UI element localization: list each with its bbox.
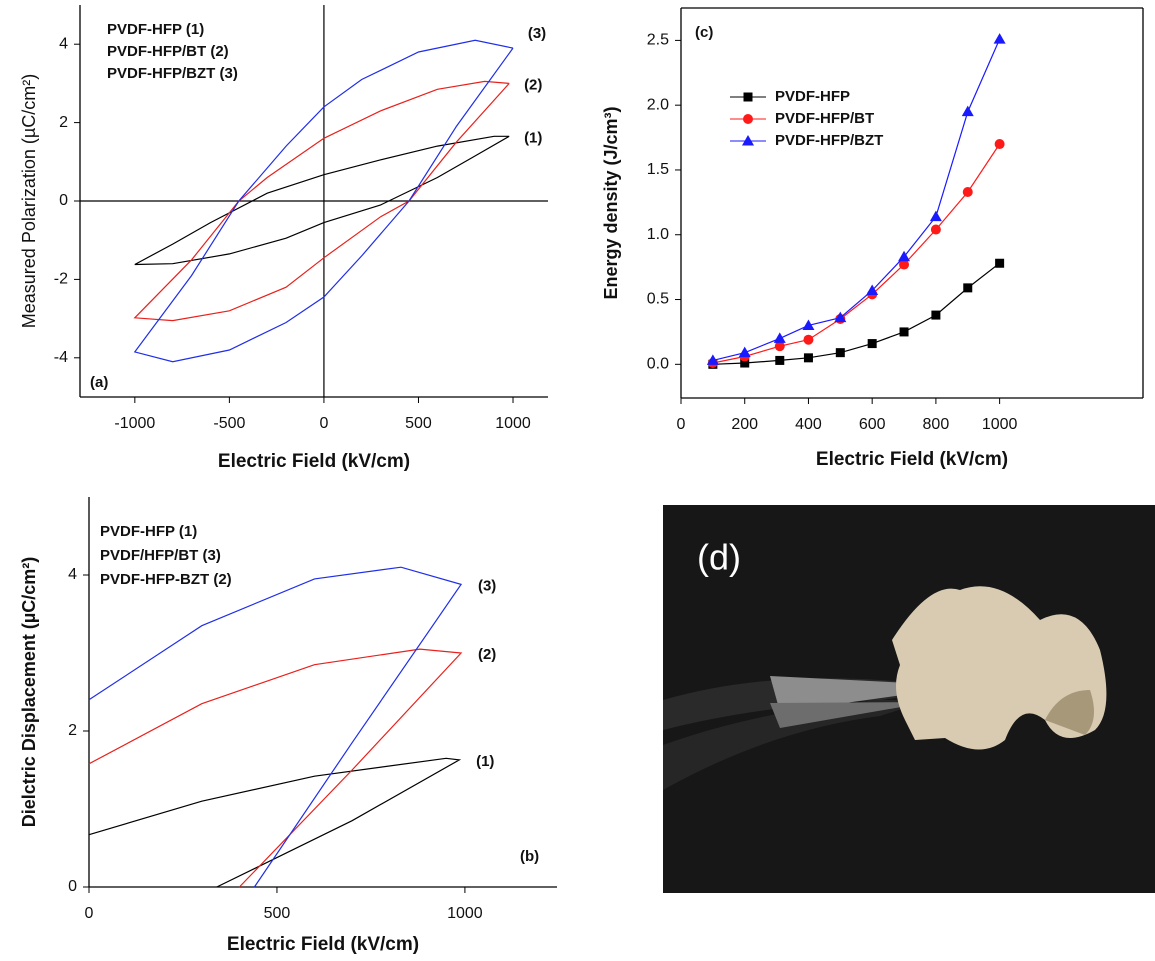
series-line (133, 39, 514, 363)
y-tick-label: -4 (54, 349, 68, 366)
curve-label: (3) (478, 577, 496, 594)
panel-label: (d) (697, 537, 741, 578)
y-tick-label: 4 (68, 566, 77, 583)
x-axis-label: Electric Field (kV/cm) (227, 934, 419, 955)
x-tick-label: -1000 (114, 415, 155, 432)
marker (929, 210, 942, 222)
legend-text: PVDF-HFP/BZT (775, 132, 883, 149)
marker (773, 332, 786, 343)
marker (899, 327, 909, 337)
legend-text: PVDF-HFP/BZT (3) (107, 65, 238, 82)
y-axis-label: Energy density (J/cm³) (601, 106, 621, 299)
series-line (712, 262, 1000, 365)
series-line (88, 566, 463, 888)
legend-text: PVDF-HFP (1) (107, 21, 204, 38)
legend-text: PVDF-HFP/BT (775, 110, 874, 127)
legend-text: PVDF-HFP/BT (2) (107, 43, 229, 60)
x-tick-label: 1000 (495, 415, 531, 432)
marker (774, 341, 785, 352)
y-tick-label: 1.0 (647, 226, 669, 243)
legend-text: PVDF-HFP-BZT (2) (100, 571, 232, 588)
curve-label: (3) (528, 25, 546, 42)
series-line (134, 135, 510, 266)
marker (961, 105, 974, 117)
y-tick-label: 0.0 (647, 356, 669, 373)
marker (930, 224, 941, 235)
marker (962, 186, 973, 197)
legend-marker (742, 135, 754, 146)
marker (899, 259, 910, 270)
x-tick-label: 1000 (447, 905, 483, 922)
x-tick-label: 200 (731, 416, 758, 433)
x-tick-label: -500 (213, 415, 245, 432)
marker (803, 353, 813, 363)
y-tick-label: 2.5 (647, 32, 669, 49)
marker (993, 33, 1006, 44)
marker (931, 310, 941, 320)
y-tick-label: 2 (68, 722, 77, 739)
x-axis-label: Electric Field (kV/cm) (816, 449, 1008, 470)
panel: -1000 -500 0 500 1000 -4 -2 0 2 4 Electric Field (… (19, 5, 548, 472)
x-tick-label: 0 (85, 905, 94, 922)
legend-text: PVDF/HFP/BT (3) (100, 547, 221, 564)
panel: 0 200 400 600 800 1000 0.0 0.5 1.0 1.5 2.0 2.5 Elect… (601, 7, 1144, 470)
x-tick-label: 600 (859, 416, 886, 433)
marker (738, 346, 751, 358)
marker (867, 339, 877, 349)
panel: 0 500 1000 0 2 4 Electric Field (kV/cm) Dielctr… (19, 497, 557, 955)
series-line (712, 143, 1001, 364)
marker (740, 358, 750, 368)
series-line (88, 757, 462, 888)
marker (775, 355, 785, 365)
legend-marker (743, 92, 753, 102)
x-tick-label: 0 (677, 416, 686, 433)
y-axis-label: Measured Polarization (µC/cm²) (19, 74, 39, 328)
y-tick-label: 0 (59, 192, 68, 209)
marker (898, 250, 911, 262)
marker (802, 319, 815, 330)
marker (834, 311, 847, 323)
panel-label: (c) (695, 24, 713, 41)
y-axis-label: Dielctric Displacement (µC/cm²) (19, 557, 39, 827)
x-axis-label: Electric Field (kV/cm) (218, 451, 410, 472)
series-line (712, 38, 1001, 361)
marker (866, 284, 879, 295)
panel-label: (a) (90, 374, 108, 391)
legend-marker (743, 114, 753, 124)
x-tick-label: 0 (319, 415, 328, 432)
panel-label: (b) (520, 848, 539, 865)
marker (995, 258, 1005, 268)
curve-label: (1) (524, 129, 542, 146)
x-tick-label: 1000 (982, 416, 1018, 433)
marker (963, 283, 973, 293)
y-tick-label: 1.5 (647, 161, 669, 178)
marker (835, 348, 845, 358)
curve-label: (1) (476, 753, 494, 770)
series-line (133, 80, 510, 322)
marker (803, 334, 814, 345)
y-tick-label: 0.5 (647, 291, 669, 308)
marker (994, 139, 1005, 150)
x-tick-label: 400 (795, 416, 822, 433)
x-tick-label: 500 (264, 905, 291, 922)
x-tick-label: 500 (405, 415, 432, 432)
x-tick-label: 800 (923, 416, 950, 433)
curve-label: (2) (524, 76, 542, 93)
series-line (88, 648, 463, 888)
y-tick-label: -2 (54, 271, 68, 288)
y-tick-label: 2 (59, 114, 68, 131)
curve-label: (2) (478, 646, 496, 663)
y-tick-label: 4 (59, 35, 68, 52)
photo: (d) (663, 505, 1155, 893)
tweezer-tip-lower (770, 702, 930, 728)
y-tick-label: 0 (68, 878, 77, 895)
film-shadow (1045, 690, 1094, 735)
marker (706, 354, 719, 365)
y-tick-label: 2.0 (647, 96, 669, 113)
legend-text: PVDF-HFP (775, 88, 850, 105)
legend-text: PVDF-HFP (1) (100, 523, 197, 540)
